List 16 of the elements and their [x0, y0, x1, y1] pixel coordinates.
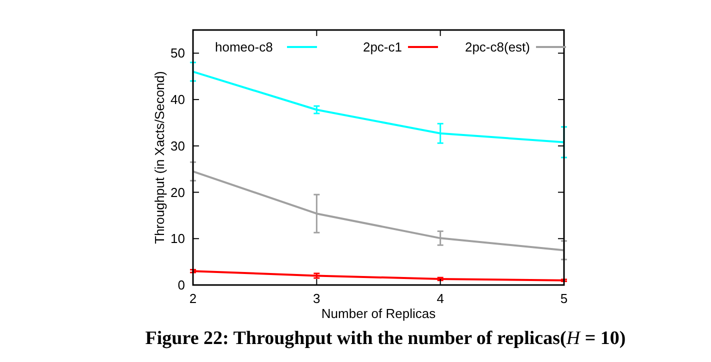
legend-label: 2pc-c8(est): [464, 40, 530, 55]
x-tick-label: 4: [436, 291, 444, 306]
y-tick-label: 0: [178, 278, 185, 293]
legend-label: 2pc-c1: [362, 40, 402, 55]
x-tick-label: 3: [313, 291, 320, 306]
y-tick-label: 50: [170, 46, 185, 61]
x-tick-label: 5: [560, 291, 568, 306]
y-tick-label: 30: [170, 138, 185, 154]
x-axis-title: Number of Replicas: [321, 306, 436, 321]
y-tick-label: 20: [170, 184, 185, 200]
y-tick-label: 40: [170, 92, 185, 108]
y-tick-label: 10: [170, 231, 185, 246]
x-tick-label: 2: [189, 291, 197, 306]
legend-label: homeo-c8: [215, 40, 273, 55]
y-axis-title: Throughput (in Xacts/Second): [152, 71, 167, 244]
text: Figure 22: Throughput with the number of replicas(H = 10): [145, 328, 626, 349]
